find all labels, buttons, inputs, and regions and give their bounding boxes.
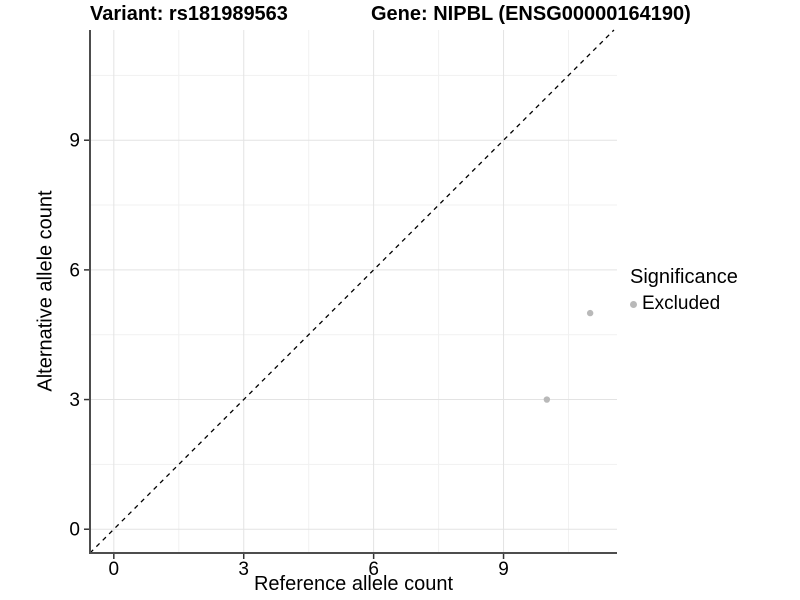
y-tick-label: 0 [69,520,80,541]
data-point [543,396,551,403]
y-tick-label: 3 [69,390,80,411]
variant-title: Variant: rs181989563 [90,3,288,25]
legend-entry-label: Excluded [642,293,721,314]
legend-entry-excluded: Excluded [630,293,738,315]
identity-line [89,29,615,554]
y-axis-title: Alternative allele count [34,190,57,392]
legend-title: Significance [630,266,738,288]
excluded-point-icon [630,300,637,308]
gene-title: Gene: NIPBL (ENSG00000164190) [371,3,691,25]
legend: Significance Excluded [630,266,738,315]
data-point [586,309,594,317]
x-tick-label: 3 [238,559,249,580]
y-tick-label: 9 [69,131,80,152]
x-tick-label: 6 [368,559,379,580]
x-tick-label: 9 [498,559,509,580]
x-tick-label: 0 [109,559,120,580]
x-axis-title: Reference allele count [253,573,453,595]
y-tick-label: 6 [69,260,80,281]
